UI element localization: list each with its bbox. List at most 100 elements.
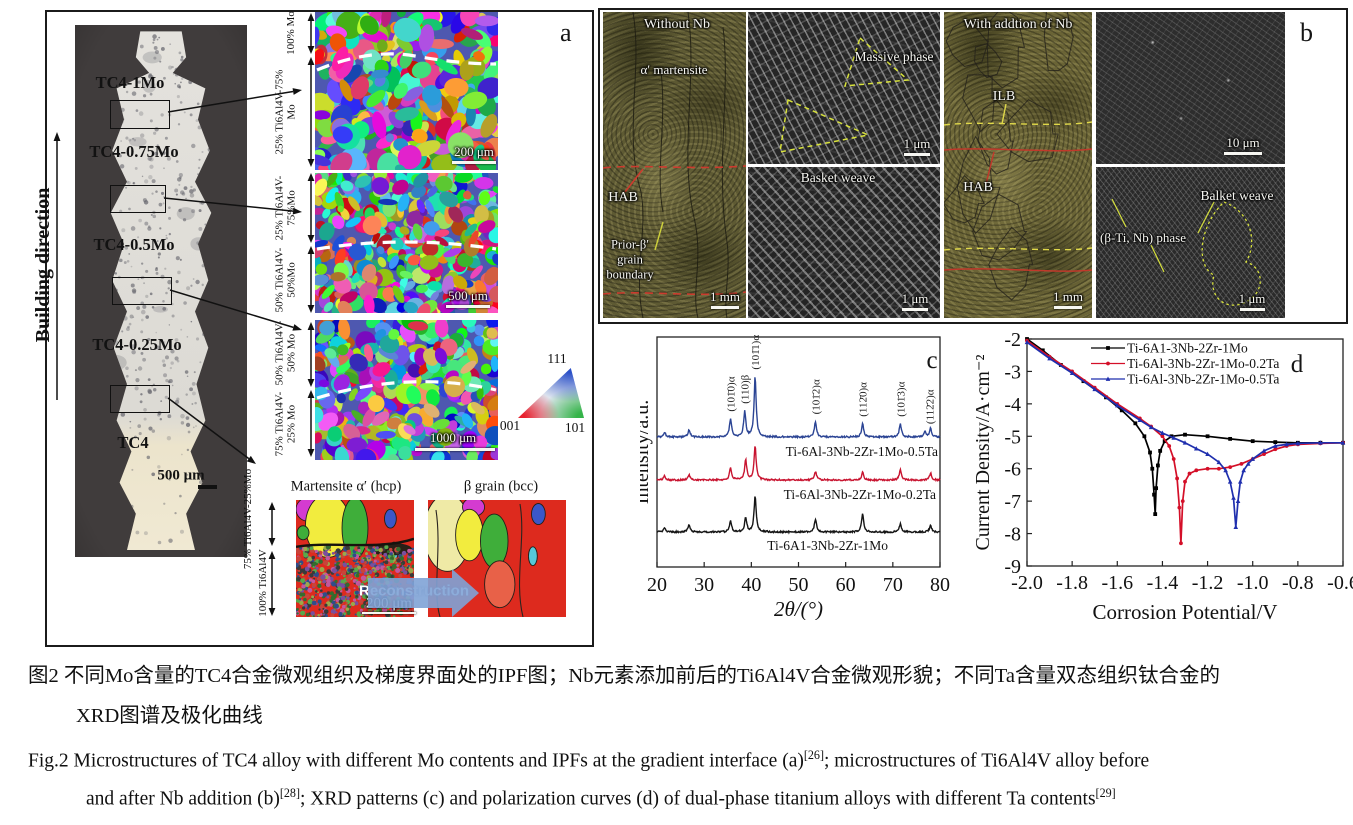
gradient-label-50-50: 50% Ti6Al4V-50%Mo: [273, 247, 298, 313]
hab-label-col3: HAB: [963, 180, 993, 195]
xrd-series-label: Ti-6A1-3Nb-2Zr-1Mo: [767, 538, 888, 553]
without-nb-label: Without Nb: [644, 17, 710, 32]
micrograph-without-nb: [603, 12, 746, 318]
polar-xtick: -1.2: [1192, 572, 1224, 594]
polar-legend-label: Ti-6A1-3Nb-2Zr-1Mo: [1127, 341, 1248, 356]
xrd-peak-annotation: (110)β: [740, 374, 752, 403]
micrograph-with-nb: [944, 12, 1092, 318]
xrd-peak-annotation: (112̄2)α: [925, 389, 937, 424]
col2-top-scalebar-label: 1 μm: [903, 136, 931, 151]
roi-box-2: [110, 185, 166, 213]
caption-en-line2: and after Nb addition (b)[28]; XRD patte…: [86, 786, 1116, 811]
gradient-label-75-25: 75% Ti6Al4V-25% Mo: [273, 391, 298, 457]
polar-ylabel: Current Density/A·cm⁻²: [975, 355, 994, 551]
sample-label-tc4-075mo: TC4-0.75Mo: [89, 142, 179, 161]
caption-zh-line1: 图2 不同Mo含量的TC4合金微观组织及梯度界面处的IPF图；Nb元素添加前后的…: [28, 665, 1220, 687]
xrd-peak-annotation: (101̄0)α: [726, 376, 738, 411]
xrd-peak-annotation: (112̄0)α: [858, 382, 870, 417]
balket-weave-outline: [1111, 198, 1261, 306]
polar-ytick: -5: [1004, 426, 1021, 448]
triangle-101-label: 101: [564, 420, 586, 435]
xrd-curve: [656, 377, 941, 440]
sample-label-tc4-025mo: TC4-0.25Mo: [92, 335, 182, 354]
sem-basket-weave: [748, 167, 940, 318]
polar-xtick: -1.4: [1147, 572, 1179, 594]
polar-legend-label: Ti-6Al-3Nb-2Zr-1Mo-0.2Ta: [1127, 356, 1279, 371]
ipf2-scalebar-label: 500 μm: [448, 288, 488, 303]
col4-top-scalebar-label: 10 μm: [1226, 135, 1260, 150]
col2-top-scalebar: [904, 153, 930, 156]
col4-bot-scalebar-label: 1 μm: [1238, 291, 1266, 306]
xrd-xtick: 30: [694, 574, 714, 596]
xrd-xtick: 60: [836, 574, 856, 596]
massive-phase-label: Massive phase: [854, 49, 934, 64]
col3-scalebar: [1054, 306, 1082, 309]
xrd-chart: 20 30 40 50 60 70 80 2θ/(°) Intensity/a.u. Ti-6Al…: [640, 328, 962, 620]
panel-c-letter: c: [926, 347, 937, 374]
triangle-111-label: 111: [547, 351, 567, 366]
hab-label-col1: HAB: [608, 190, 638, 205]
xrd-xtick: 50: [789, 574, 809, 596]
building-direction-label: Building direction: [31, 187, 54, 343]
caption-zh-line2: XRD图谱及极化曲线: [76, 705, 263, 727]
col3-scalebar-label: 1 mm: [1053, 289, 1083, 304]
polarization-chart: -2.0 -1.8 -1.6 -1.4 -1.2 -1.0 -0.8 -0.6 -2 -3 -4 -5…: [975, 328, 1353, 628]
photo-scalebar-label: 500 μm: [157, 467, 205, 484]
polar-ytick: -2: [1004, 329, 1021, 351]
sem-overview: [1096, 12, 1285, 164]
roi-box-3: [112, 277, 172, 305]
citation-ref: [28]: [279, 786, 300, 800]
polar-legend-label: Ti-6Al-3Nb-2Zr-1Mo-0.5Ta: [1127, 372, 1279, 387]
sample-label-tc4-1mo: TC4-1Mo: [95, 73, 165, 92]
balket-weave-label: Balket weave: [1200, 188, 1274, 203]
massive-phase-outline: [779, 36, 910, 153]
ipf3-scalebar-label: 1000 μm: [429, 430, 477, 445]
panel-d-letter: d: [1291, 351, 1304, 378]
polar-ytick: -9: [1004, 556, 1021, 578]
polar-ytick: -4: [1004, 394, 1021, 416]
polar-xtick: -0.8: [1282, 572, 1314, 594]
col4-top-scalebar: [1224, 152, 1262, 155]
xrd-xtick: 20: [647, 574, 667, 596]
ipf3-scalebar: [415, 448, 495, 451]
roi-box-4: [110, 385, 170, 413]
polar-ytick: -6: [1004, 459, 1021, 481]
xrd-curve: [656, 446, 941, 483]
col4-bot-scalebar: [1240, 308, 1265, 311]
citation-ref: [29]: [1095, 786, 1116, 800]
sample-label-tc4-05mo: TC4-0.5Mo: [93, 235, 175, 254]
col1-scalebar-label: 1 mm: [710, 289, 740, 304]
ipf-grains: [315, 12, 498, 170]
caption-en-line1: Fig.2 Microstructures of TC4 alloy with …: [28, 748, 1149, 773]
polar-xtick: -0.6: [1327, 572, 1353, 594]
ilb-label: ILB: [992, 89, 1016, 104]
panel-b-letter: b: [1300, 18, 1313, 47]
xrd-ylabel: Intensity/a.u.: [640, 400, 653, 504]
sem-balket-weave: [1096, 167, 1285, 318]
caption-text: ; microstructures of Ti6Al4V alloy befor…: [823, 750, 1150, 772]
xrd-xtick: 80: [930, 574, 950, 596]
panel-a-letter: a: [560, 18, 572, 47]
col1-scalebar: [711, 306, 739, 309]
polar-xlabel: Corrosion Potential/V: [1093, 600, 1278, 624]
roi-box-1: [110, 100, 170, 129]
gradient-label-25-75b: 25% Ti6Al4V-75%Mo: [273, 175, 298, 241]
polar-xtick: -1.0: [1237, 572, 1269, 594]
basket-weave-label: Basket weave: [800, 170, 876, 185]
ipf-map-1: [315, 12, 498, 170]
gradient-label-25-75: 25% Ti6Al4V-75% Mo: [273, 69, 298, 155]
xrd-series-label: Ti-6Al-3Nb-2Zr-1Mo-0.2Ta: [784, 487, 936, 502]
sem-massive-phase: [748, 12, 940, 164]
polar-xtick: -2.0: [1011, 572, 1043, 594]
xrd-xtick: 70: [883, 574, 903, 596]
triangle-001-label: 001: [499, 418, 521, 433]
gradient-label-100mo: 100% Mo: [284, 11, 297, 55]
col2-bot-scalebar: [902, 308, 928, 311]
caption-text: and after Nb addition (b): [86, 788, 280, 810]
beta-ti-nb-phase-label: (β-Ti, Nb) phase: [1100, 230, 1186, 245]
ipf1-scalebar-label: 200 μm: [454, 144, 494, 159]
col2-bot-scalebar-label: 1 μm: [901, 291, 929, 306]
polar-xtick: -1.8: [1056, 572, 1088, 594]
caption-text: ; XRD patterns (c) and polarization curv…: [299, 788, 1096, 810]
gradient-label-50-50b: 50% Ti6Al4V-50% Mo: [273, 320, 298, 386]
